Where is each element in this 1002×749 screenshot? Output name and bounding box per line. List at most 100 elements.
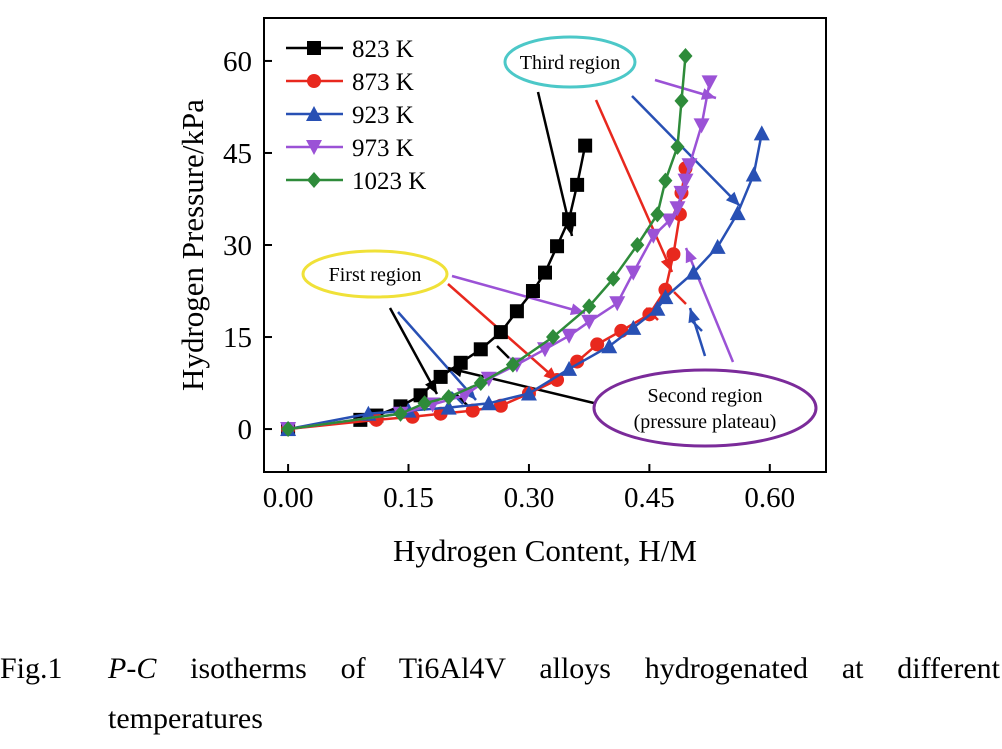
x-tick-label: 0.30	[504, 482, 555, 514]
data-point	[678, 48, 693, 65]
annotation-arrow	[684, 247, 735, 363]
series-line	[287, 133, 763, 431]
series-layer	[280, 48, 770, 438]
data-point	[685, 264, 702, 280]
data-point	[661, 213, 678, 229]
data-point	[465, 403, 480, 418]
data-point	[393, 405, 408, 422]
legend-entry: 1023 K	[286, 168, 426, 195]
legend-swatch-marker	[307, 41, 321, 55]
data-point	[433, 369, 448, 384]
annotation-arrow	[688, 307, 707, 357]
data-point	[669, 201, 686, 217]
data-point	[493, 325, 508, 340]
legend: 823 K 873 K 923 K 973 K 1023 K	[286, 36, 426, 195]
y-tick-label: 0	[238, 414, 253, 446]
data-point	[693, 118, 710, 134]
data-point	[546, 329, 561, 346]
legend-swatch-marker	[307, 74, 321, 88]
x-axis-label: Hydrogen Content, H/M	[393, 533, 697, 568]
legend-label: 923 K	[352, 102, 414, 129]
data-point	[745, 166, 762, 182]
data-point	[666, 247, 681, 262]
data-point	[281, 421, 296, 438]
y-tick-label: 30	[223, 230, 252, 262]
second-region-label-line2: (pressure plateau)	[634, 411, 777, 433]
legend-swatch-marker	[307, 172, 321, 188]
caption-number: Fig.1	[0, 652, 63, 685]
legend-entry: 873 K	[286, 69, 414, 96]
third-region-label: Third region	[520, 52, 621, 74]
data-point	[681, 158, 698, 174]
y-tick-label: 15	[223, 322, 252, 354]
data-point	[520, 385, 537, 401]
x-tick-label: 0.00	[263, 482, 314, 514]
data-point	[625, 319, 642, 335]
data-point	[650, 206, 665, 223]
legend-entry: 973 K	[286, 135, 414, 162]
data-point	[453, 355, 468, 370]
third-region-bubble	[503, 35, 637, 89]
legend-swatch-marker	[306, 106, 322, 121]
x-ticks: 0.00 0.15 0.30 0.45 0.60	[263, 464, 795, 514]
legend-swatch-marker	[306, 140, 322, 155]
x-tick-label: 0.15	[383, 482, 434, 514]
data-point	[440, 399, 457, 415]
first-region-label: First region	[329, 264, 422, 286]
data-point	[709, 238, 726, 254]
data-point	[550, 372, 565, 387]
data-point	[625, 265, 642, 281]
data-point	[582, 298, 597, 315]
y-axis-label: Hydrogen Pressure/kPa	[175, 99, 210, 391]
data-point	[670, 138, 685, 155]
y-ticks: 0 15 30 45 60	[223, 46, 272, 446]
annotation-arrow	[631, 95, 741, 207]
data-point	[538, 265, 552, 280]
pc-isotherm-chart: 0.00 0.15 0.30 0.45 0.60 0 15 30 45 60 Hydrogen …	[175, 17, 827, 568]
data-point	[480, 395, 497, 411]
x-tick-label: 0.45	[624, 482, 675, 514]
data-point	[753, 125, 770, 141]
data-point	[645, 228, 662, 244]
data-point	[630, 237, 645, 253]
data-point	[673, 185, 690, 201]
data-point	[562, 212, 577, 227]
data-point	[606, 270, 621, 287]
annotation-bubbles: First region Third region Second region …	[301, 35, 818, 448]
y-tick-label: 45	[223, 138, 252, 170]
plateau-tick	[689, 318, 703, 332]
data-point	[570, 177, 585, 192]
legend-label: 873 K	[352, 69, 414, 96]
data-point	[649, 300, 666, 316]
caption-text-1: P-C isotherms of Ti6Al4V alloys hydrogen…	[108, 652, 1000, 686]
plateau-tick	[673, 291, 687, 305]
data-point	[658, 172, 673, 189]
plateau-tick	[496, 345, 510, 359]
legend-entry: 823 K	[286, 36, 414, 63]
legend-entry: 923 K	[286, 102, 414, 129]
data-point	[473, 342, 488, 357]
data-point	[729, 205, 746, 221]
data-point	[525, 284, 540, 299]
series-1023k	[281, 48, 693, 438]
first-region-bubble	[301, 249, 449, 299]
data-point	[674, 92, 689, 109]
data-point	[561, 360, 578, 376]
data-point	[561, 328, 578, 344]
second-region-bubble	[592, 368, 818, 448]
data-point	[578, 138, 593, 153]
legend-label: 973 K	[352, 135, 414, 162]
legend-label: 1023 K	[352, 168, 426, 195]
data-point	[550, 239, 565, 254]
arrows-layer	[388, 78, 741, 407]
data-point	[473, 375, 488, 392]
caption-italic: P-C	[108, 652, 157, 685]
data-point	[441, 389, 456, 406]
data-point	[509, 304, 524, 319]
data-point	[581, 314, 598, 330]
data-point	[505, 356, 520, 373]
legend-label: 823 K	[352, 36, 414, 63]
caption-rest: isotherms of Ti6Al4V alloys hydrogenated…	[156, 652, 1000, 685]
data-point	[677, 173, 694, 189]
data-point	[417, 395, 432, 412]
